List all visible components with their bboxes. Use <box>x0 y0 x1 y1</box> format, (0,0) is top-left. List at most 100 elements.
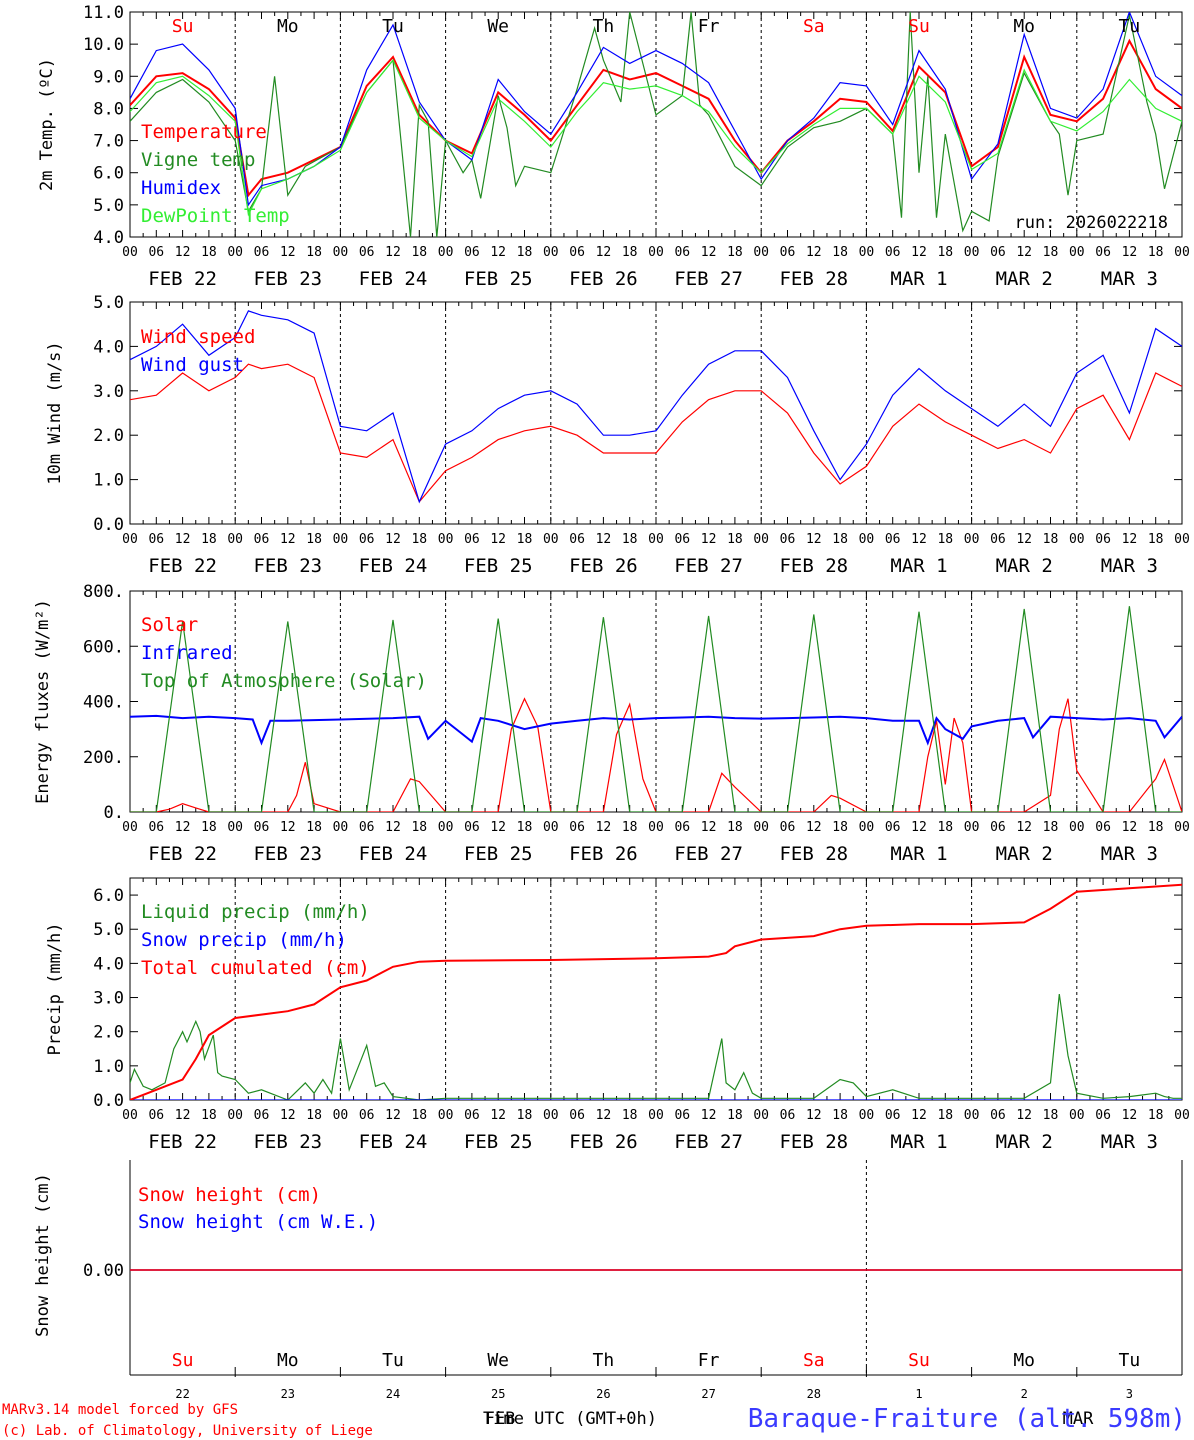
hour-tick-label: 06 <box>254 820 270 835</box>
date-label: MAR 3 <box>1101 1131 1158 1153</box>
weekday-label: We <box>487 16 509 37</box>
hour-tick-label: 12 <box>385 245 401 260</box>
hour-tick-label: 00 <box>438 1108 454 1123</box>
hour-tick-label: 06 <box>885 1108 901 1123</box>
weekday-label: Su <box>172 1350 194 1371</box>
footer-lab-line: (c) Lab. of Climatology, University of L… <box>2 1423 373 1439</box>
hour-tick-label: 12 <box>911 1108 927 1123</box>
hour-tick-label: 06 <box>674 532 690 547</box>
date-label: FEB 25 <box>464 555 533 577</box>
y-axis-label: Energy fluxes (W/m²) <box>33 599 53 804</box>
day-number-label: 27 <box>701 1387 715 1401</box>
hour-tick-label: 06 <box>674 245 690 260</box>
hour-tick-label: 00 <box>227 820 243 835</box>
date-label: FEB 22 <box>148 555 217 577</box>
hour-tick-label: 18 <box>517 820 533 835</box>
panel-precip: 0.0 1.0 2.0 3.0 4.0 5.0 6.0 Precip (mm/h) 00 06 12… <box>45 877 1190 1153</box>
hour-tick-label: 06 <box>1095 245 1111 260</box>
series-line-solar <box>130 697 1182 812</box>
weekday-label: Tu <box>1119 1350 1141 1371</box>
hour-tick-label: 00 <box>543 532 559 547</box>
hour-tick-label: 06 <box>780 820 796 835</box>
weekday-label: Tu <box>1119 16 1141 37</box>
legend-entry: Wind speed <box>141 326 255 348</box>
hour-tick-label: 12 <box>490 1108 506 1123</box>
hour-tick-label: 06 <box>780 532 796 547</box>
date-label: MAR 1 <box>890 1131 947 1153</box>
date-label: MAR 2 <box>996 268 1053 290</box>
hour-tick-label: 00 <box>1174 532 1190 547</box>
hour-tick-label: 00 <box>964 245 980 260</box>
hour-tick-label: 12 <box>701 245 717 260</box>
y-axis-label: Precip (mm/h) <box>45 922 65 1055</box>
hour-tick-label: 18 <box>306 820 322 835</box>
plot-frame <box>129 11 1183 238</box>
day-number-label: 26 <box>596 1387 610 1401</box>
legend-entry: Snow precip (mm/h) <box>141 929 347 951</box>
hour-tick-label: 00 <box>753 532 769 547</box>
hour-tick-label: 18 <box>411 245 427 260</box>
date-label: FEB 28 <box>779 555 848 577</box>
hour-tick-label: 00 <box>964 1108 980 1123</box>
hour-tick-label: 12 <box>596 820 612 835</box>
y-tick-label: 4.0 <box>93 954 124 974</box>
day-number-label: 25 <box>491 1387 505 1401</box>
hour-tick-label: 12 <box>175 1108 191 1123</box>
hour-tick-label: 00 <box>333 245 349 260</box>
legend-entry: Wind gust <box>141 354 244 376</box>
weekday-label: Sa <box>803 16 825 37</box>
panel-snow-height: 0.00 Snow height (cm) Snow height (cm) Snow… <box>33 1160 1183 1401</box>
y-tick-label: 5.0 <box>93 920 124 940</box>
y-tick-label: 2.0 <box>93 426 124 446</box>
hour-tick-label: 00 <box>753 1108 769 1123</box>
y-axis-label: 2m Temp. (ºC) <box>37 58 57 191</box>
hour-tick-label: 00 <box>859 820 875 835</box>
hour-tick-label: 00 <box>227 1108 243 1123</box>
hour-tick-label: 06 <box>254 1108 270 1123</box>
hour-tick-label: 18 <box>1148 820 1164 835</box>
panel-2m-temperature: 4.0 5.0 6.0 7.0 8.0 9.0 10.0 11.0 2m Temp. (ºC) 0… <box>37 3 1190 290</box>
date-label: FEB 28 <box>779 1131 848 1153</box>
legend-entry: Infrared <box>141 642 233 664</box>
hour-tick-label: 12 <box>1122 245 1138 260</box>
hour-tick-label: 06 <box>359 1108 375 1123</box>
date-label: FEB 24 <box>359 268 428 290</box>
hour-tick-label: 12 <box>385 532 401 547</box>
hour-tick-label: 00 <box>227 245 243 260</box>
hour-tick-label: 12 <box>280 1108 296 1123</box>
hour-tick-label: 18 <box>306 1108 322 1123</box>
date-label: MAR 3 <box>1101 268 1158 290</box>
date-label: MAR 1 <box>890 268 947 290</box>
hour-tick-label: 12 <box>1122 532 1138 547</box>
hour-tick-label: 12 <box>806 245 822 260</box>
hour-tick-label: 18 <box>832 532 848 547</box>
hour-tick-label: 00 <box>438 820 454 835</box>
hour-tick-label: 06 <box>1095 1108 1111 1123</box>
y-tick-label: 4.0 <box>93 228 124 248</box>
series-line-top-of-atmosphere-solar- <box>130 606 1182 812</box>
hour-tick-label: 12 <box>1016 1108 1032 1123</box>
date-label: MAR 2 <box>996 1131 1053 1153</box>
series-line-total-cumulated-cm- <box>130 883 1182 1100</box>
hour-tick-label: 12 <box>1016 245 1032 260</box>
day-number-label: 28 <box>807 1387 821 1401</box>
weekday-label: Fr <box>698 16 720 37</box>
date-label: FEB 22 <box>148 1131 217 1153</box>
hour-tick-label: 00 <box>753 820 769 835</box>
date-label: FEB 27 <box>674 555 743 577</box>
y-tick-label: 4.0 <box>93 337 124 357</box>
y-tick-label: 11.0 <box>83 3 124 23</box>
month-label-feb: FEB <box>485 1409 516 1429</box>
y-tick-label: 600. <box>83 637 124 657</box>
hour-tick-label: 00 <box>1069 1108 1085 1123</box>
series-line-liquid-precip-mm-h- <box>130 994 1182 1100</box>
weekday-label: Th <box>593 16 615 37</box>
hour-tick-label: 18 <box>411 820 427 835</box>
date-label: FEB 25 <box>464 843 533 865</box>
hour-tick-label: 18 <box>1148 245 1164 260</box>
date-label: FEB 28 <box>779 843 848 865</box>
series-line-wind-gust <box>130 310 1182 504</box>
hour-tick-label: 06 <box>990 245 1006 260</box>
hour-tick-label: 12 <box>701 1108 717 1123</box>
